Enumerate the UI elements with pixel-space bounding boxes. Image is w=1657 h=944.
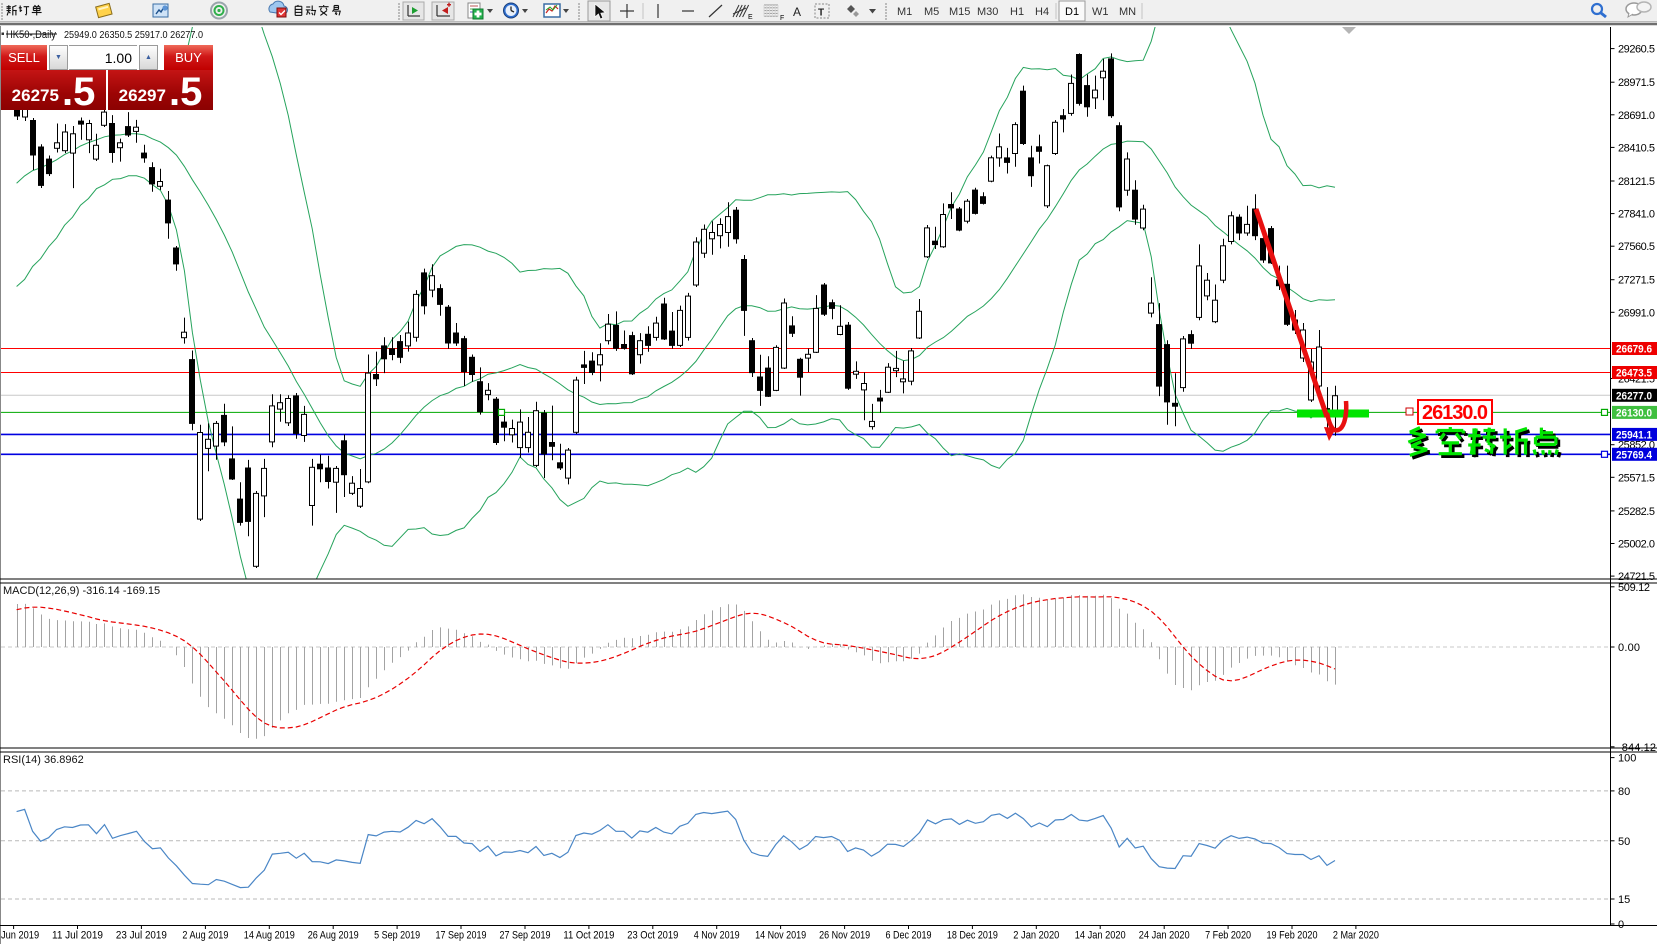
svg-text:HK50-,Daily: HK50-,Daily <box>6 29 56 41</box>
svg-text:M1: M1 <box>897 6 912 18</box>
svg-text:4 Nov 2019: 4 Nov 2019 <box>694 930 740 942</box>
svg-text:26679.6: 26679.6 <box>1616 344 1652 356</box>
svg-text:H1: H1 <box>1010 6 1024 18</box>
svg-text:2 Jan 2020: 2 Jan 2020 <box>1013 930 1059 942</box>
svg-text:F: F <box>780 15 784 22</box>
svg-text:W1: W1 <box>1092 6 1109 18</box>
svg-text:H4: H4 <box>1035 6 1049 18</box>
svg-text:28410.5: 28410.5 <box>1618 142 1655 154</box>
svg-text:23 Oct 2019: 23 Oct 2019 <box>627 930 678 942</box>
svg-text:25949.0 26350.5 25917.0 26277.: 25949.0 26350.5 25917.0 26277.0 <box>64 30 203 41</box>
svg-text:-844.12: -844.12 <box>1618 742 1656 754</box>
svg-text:25282.5: 25282.5 <box>1618 506 1655 518</box>
svg-text:26991.0: 26991.0 <box>1618 307 1655 319</box>
svg-text:6 Dec 2019: 6 Dec 2019 <box>886 930 932 942</box>
svg-text:15: 15 <box>1618 894 1630 906</box>
svg-text:27 Sep 2019: 27 Sep 2019 <box>500 930 551 942</box>
svg-text:26277.0: 26277.0 <box>1616 391 1652 403</box>
svg-text:25571.5: 25571.5 <box>1618 472 1655 484</box>
svg-text:D1: D1 <box>1065 6 1079 18</box>
svg-text:25941.1: 25941.1 <box>1616 430 1652 442</box>
svg-text:18 Dec 2019: 18 Dec 2019 <box>947 930 998 942</box>
svg-text:27271.5: 27271.5 <box>1618 275 1655 287</box>
svg-text:5 Sep 2019: 5 Sep 2019 <box>374 930 420 942</box>
svg-text:19 Feb 2020: 19 Feb 2020 <box>1267 930 1318 942</box>
svg-text:27841.0: 27841.0 <box>1618 209 1655 221</box>
svg-text:25769.4: 25769.4 <box>1616 450 1653 462</box>
svg-text:23 Jul 2019: 23 Jul 2019 <box>116 930 167 942</box>
svg-text:11 Oct 2019: 11 Oct 2019 <box>563 930 614 942</box>
svg-text:24721.5: 24721.5 <box>1618 571 1655 583</box>
svg-text:E: E <box>748 14 753 21</box>
svg-text:50: 50 <box>1618 836 1630 848</box>
svg-text:28971.5: 28971.5 <box>1618 77 1655 89</box>
svg-text:A: A <box>793 5 801 19</box>
svg-text:T: T <box>818 8 824 19</box>
svg-text:26 Aug 2019: 26 Aug 2019 <box>308 930 359 942</box>
svg-text:MN: MN <box>1119 6 1136 18</box>
svg-text:28 Jun 2019: 28 Jun 2019 <box>0 930 39 942</box>
svg-text:0.00: 0.00 <box>1618 642 1640 654</box>
svg-text:29260.5: 29260.5 <box>1618 44 1655 56</box>
svg-text:M30: M30 <box>977 6 998 18</box>
svg-text:24 Jan 2020: 24 Jan 2020 <box>1139 930 1190 942</box>
svg-text:2 Mar 2020: 2 Mar 2020 <box>1333 930 1379 942</box>
svg-text:26130.0: 26130.0 <box>1616 408 1652 420</box>
svg-text:RSI(14) 36.8962: RSI(14) 36.8962 <box>3 754 84 766</box>
svg-text:14 Aug 2019: 14 Aug 2019 <box>244 930 295 942</box>
svg-text:14 Nov 2019: 14 Nov 2019 <box>755 930 806 942</box>
svg-text:7 Feb 2020: 7 Feb 2020 <box>1205 930 1251 942</box>
svg-text:MACD(12,26,9) -316.14 -169.15: MACD(12,26,9) -316.14 -169.15 <box>3 585 160 597</box>
svg-text:100: 100 <box>1618 753 1636 765</box>
svg-text:0: 0 <box>1618 919 1624 931</box>
svg-text:509.12: 509.12 <box>1618 582 1650 594</box>
svg-text:26473.5: 26473.5 <box>1616 368 1652 380</box>
svg-text:26130.0: 26130.0 <box>1422 402 1488 424</box>
svg-text:11 Jul 2019: 11 Jul 2019 <box>52 930 103 942</box>
svg-text:26 Nov 2019: 26 Nov 2019 <box>819 930 870 942</box>
svg-text:28121.5: 28121.5 <box>1618 176 1655 188</box>
svg-text:2 Aug 2019: 2 Aug 2019 <box>182 930 228 942</box>
svg-text:M15: M15 <box>949 6 970 18</box>
svg-text:14 Jan 2020: 14 Jan 2020 <box>1075 930 1126 942</box>
svg-text:M5: M5 <box>924 6 939 18</box>
svg-text:80: 80 <box>1618 786 1630 798</box>
svg-text:25002.0: 25002.0 <box>1618 539 1655 551</box>
svg-text:17 Sep 2019: 17 Sep 2019 <box>436 930 487 942</box>
svg-text:28691.0: 28691.0 <box>1618 110 1655 122</box>
svg-text:27560.5: 27560.5 <box>1618 241 1655 253</box>
